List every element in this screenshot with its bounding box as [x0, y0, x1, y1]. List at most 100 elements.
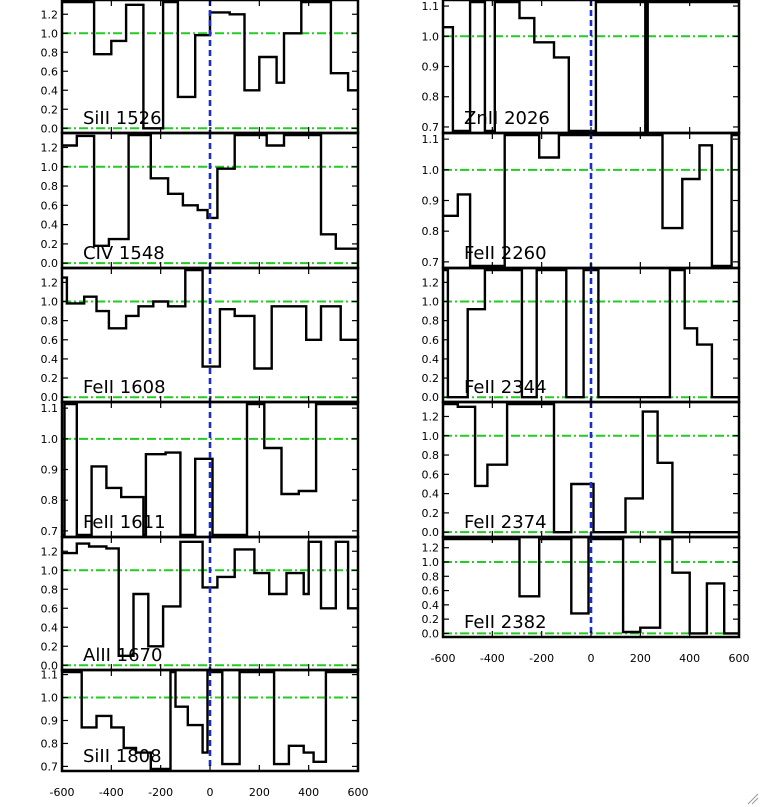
y-tick-label: 1.0: [41, 564, 59, 577]
y-tick-label: 0.0: [41, 391, 59, 404]
y-tick-label: 1.2: [41, 8, 59, 21]
flux-histogram: [443, 133, 739, 268]
flux-histogram: [62, 0, 358, 130]
panel-label: FeII 1608: [83, 377, 166, 398]
column-1: 0.0 0.2 0.4 0.6 0.8 1.0 1.2 SiII 1526 0.0 0.2 0.4 0…: [41, 0, 369, 799]
y-tick-label: 1.1: [422, 0, 440, 13]
y-tick-label: 0.4: [41, 621, 59, 634]
panel-feii-2260: 0.7 0.8 0.9 1.0 1.1 FeII 2260: [422, 131, 741, 270]
y-tick-label: 0.2: [41, 238, 59, 251]
panel-siii-1526: 0.0 0.2 0.4 0.6 0.8 1.0 1.2 SiII 1526: [41, 0, 360, 135]
y-tick-label: 0.6: [41, 199, 59, 212]
y-tick-label: 0.0: [422, 526, 440, 539]
x-tick-label: 400: [679, 652, 700, 665]
y-tick-label: 0.6: [41, 602, 59, 615]
y-tick-label: 1.1: [41, 402, 59, 415]
panel-label: FeII 2382: [464, 612, 547, 633]
x-tick-label: 400: [298, 786, 319, 799]
y-tick-label: 1.1: [41, 669, 59, 682]
y-tick-label: 1.0: [41, 27, 59, 40]
column-2: 0.7 0.8 0.9 1.0 1.1 ZnII 2026 0.7 0.8 0.9 1.0 1.1 F…: [422, 0, 750, 665]
y-tick-label: 0.4: [422, 599, 440, 612]
y-tick-label: 0.2: [41, 103, 59, 116]
y-tick-label: 0.8: [41, 180, 59, 193]
panel-feii-1611: 0.7 0.8 0.9 1.0 1.1 FeII 1611: [41, 400, 360, 539]
panel-feii-2374: 0.0 0.2 0.4 0.6 0.8 1.0 1.2 FeII 2374: [422, 400, 741, 539]
y-tick-label: 1.0: [41, 692, 59, 705]
panel-label: ZnII 2026: [464, 108, 550, 129]
y-tick-label: 0.6: [422, 585, 440, 598]
y-tick-label: 1.0: [41, 161, 59, 174]
y-tick-label: 1.2: [422, 542, 440, 555]
x-tick-label: 200: [249, 786, 270, 799]
flux-histogram: [62, 268, 358, 370]
y-tick-label: 0.8: [422, 449, 440, 462]
y-tick-label: 0.0: [41, 659, 59, 672]
y-tick-label: 0.2: [422, 372, 440, 385]
panel-alii-1670: 0.0 0.2 0.4 0.6 0.8 1.0 1.2 AlII 1670: [41, 535, 360, 672]
panel-label: FeII 2260: [464, 243, 547, 264]
panel-label: FeII 2374: [464, 512, 547, 533]
flux-histogram: [62, 402, 358, 537]
flux-histogram: [62, 540, 358, 657]
x-tick-label: 600: [729, 652, 750, 665]
y-tick-label: 0.8: [422, 315, 440, 328]
flux-histogram: [443, 268, 739, 399]
panel-siii-1808: 0.7 0.8 0.9 1.0 1.1 SiII 1808: [41, 669, 360, 773]
y-tick-label: 0.8: [422, 570, 440, 583]
y-tick-label: 0.4: [41, 84, 59, 97]
panel-label: CIV 1548: [83, 243, 165, 264]
y-tick-label: 1.2: [41, 141, 59, 154]
y-tick-label: 0.4: [41, 353, 59, 366]
panel-label: SiII 1526: [83, 108, 162, 129]
y-tick-label: 0.8: [41, 494, 59, 507]
x-tick-label: 0: [588, 652, 595, 665]
y-tick-label: 0.9: [422, 61, 440, 74]
y-tick-label: 0.8: [422, 91, 440, 104]
flux-histogram: [62, 670, 358, 771]
y-tick-label: 1.0: [41, 296, 59, 309]
flux-histogram: [443, 402, 739, 534]
x-tick-label: -400: [99, 786, 124, 799]
y-tick-label: 0.7: [422, 121, 440, 134]
y-tick-label: 0.7: [41, 525, 59, 538]
x-tick-label: 200: [630, 652, 651, 665]
x-tick-label: -600: [431, 652, 456, 665]
y-tick-label: 0.7: [422, 256, 440, 269]
y-tick-label: 0.2: [422, 507, 440, 520]
y-tick-label: 1.0: [422, 556, 440, 569]
y-tick-label: 0.8: [422, 225, 440, 238]
y-tick-label: 0.8: [41, 737, 59, 750]
y-tick-label: 0.0: [422, 627, 440, 640]
y-tick-label: 0.9: [41, 464, 59, 477]
flux-histogram: [443, 0, 739, 133]
y-tick-label: 0.4: [422, 488, 440, 501]
y-tick-label: 0.8: [41, 583, 59, 596]
y-tick-label: 0.9: [422, 195, 440, 208]
y-tick-label: 1.2: [41, 276, 59, 289]
x-tick-label: 600: [348, 786, 369, 799]
y-tick-label: 1.1: [422, 133, 440, 146]
y-tick-label: 0.0: [41, 122, 59, 135]
panel-label: AlII 1670: [83, 645, 162, 666]
y-tick-label: 0.6: [422, 334, 440, 347]
x-tick-label: -400: [480, 652, 505, 665]
panel-feii-2382: 0.00.20.40.6 0.81.01.2 FeII 2382: [422, 535, 741, 640]
y-tick-label: 0.8: [41, 46, 59, 59]
y-tick-label: 0.6: [422, 468, 440, 481]
y-tick-label: 0.0: [41, 257, 59, 270]
y-tick-label: 1.0: [422, 30, 440, 43]
x-tick-label: -200: [148, 786, 173, 799]
panel-znii-2026: 0.7 0.8 0.9 1.0 1.1 ZnII 2026: [422, 0, 741, 135]
y-tick-label: 1.0: [422, 164, 440, 177]
y-tick-label: 0.2: [422, 613, 440, 626]
panel-label: SiII 1808: [83, 746, 162, 767]
y-tick-label: 0.9: [41, 715, 59, 728]
resize-grip-icon[interactable]: [747, 793, 759, 805]
panel-civ-1548: 0.0 0.2 0.4 0.6 0.8 1.0 1.2 CIV 1548: [41, 131, 360, 270]
y-tick-label: 0.8: [41, 315, 59, 328]
y-tick-label: 0.0: [422, 391, 440, 404]
x-tick-label: 0: [207, 786, 214, 799]
y-tick-label: 1.0: [41, 433, 59, 446]
